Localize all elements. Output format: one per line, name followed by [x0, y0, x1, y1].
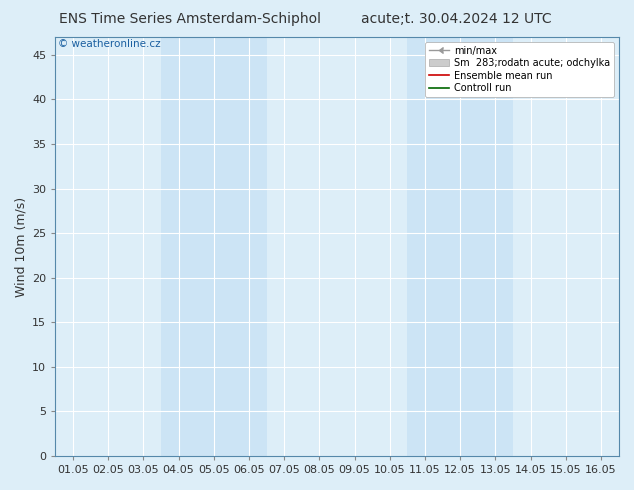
- Legend: min/max, Sm  283;rodatn acute; odchylka, Ensemble mean run, Controll run: min/max, Sm 283;rodatn acute; odchylka, …: [425, 42, 614, 97]
- Bar: [407, 37, 513, 456]
- Text: © weatheronline.cz: © weatheronline.cz: [58, 39, 161, 49]
- Y-axis label: Wind 10m (m/s): Wind 10m (m/s): [15, 196, 28, 296]
- Text: acute;t. 30.04.2024 12 UTC: acute;t. 30.04.2024 12 UTC: [361, 12, 552, 26]
- Bar: [161, 37, 266, 456]
- Text: ENS Time Series Amsterdam-Schiphol: ENS Time Series Amsterdam-Schiphol: [59, 12, 321, 26]
